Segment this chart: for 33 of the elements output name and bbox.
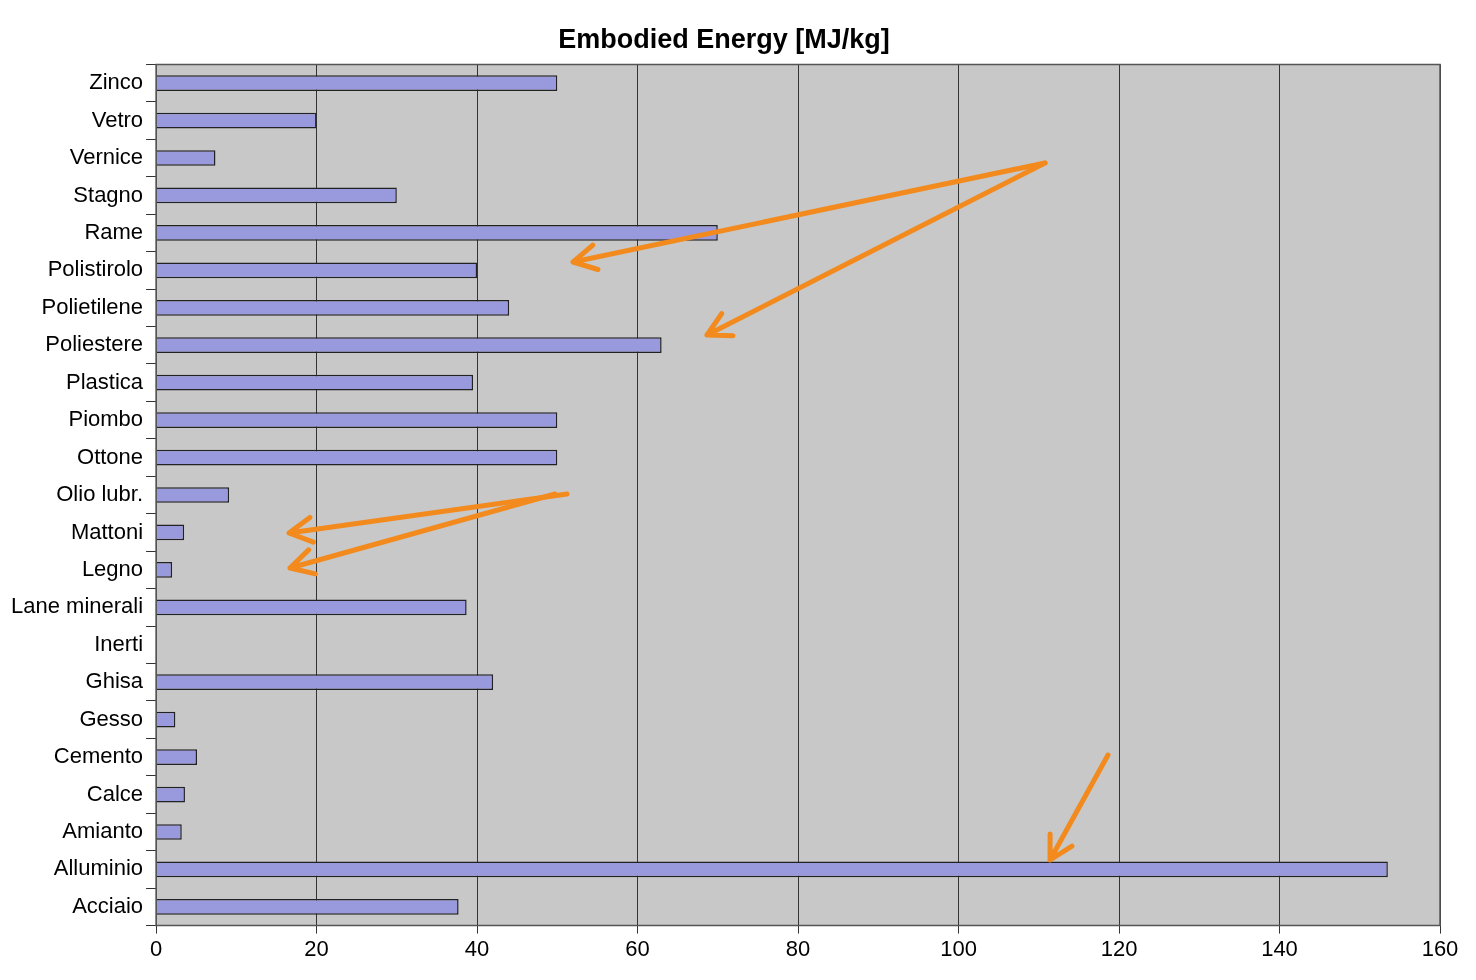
x-tick-label: 120 bbox=[1100, 935, 1138, 961]
y-tick-label: Vernice bbox=[69, 144, 144, 170]
y-tick-label: Calce bbox=[86, 780, 144, 806]
y-tick-label: Vetro bbox=[91, 106, 144, 132]
y-tick-label: Rame bbox=[84, 218, 144, 244]
y-tick-label: Poliestere bbox=[45, 331, 144, 357]
y-tick-label: Gesso bbox=[79, 705, 144, 731]
y-tick-label: Polistirolo bbox=[47, 256, 144, 282]
y-tick-label: Piombo bbox=[68, 406, 144, 432]
y-tick-label: Lane minerali bbox=[11, 593, 144, 619]
x-tick-label: 80 bbox=[785, 935, 811, 961]
y-tick-label: Alluminio bbox=[53, 855, 144, 881]
y-tick-label: Plastica bbox=[66, 368, 144, 394]
y-tick-label: Mattoni bbox=[70, 518, 144, 544]
y-tick-label: Cemento bbox=[53, 743, 144, 769]
x-tick-label: 0 bbox=[149, 935, 163, 961]
y-tick-label: Inerti bbox=[94, 630, 144, 656]
x-tick-label: 60 bbox=[625, 935, 650, 961]
y-tick-label: Acciaio bbox=[72, 892, 144, 918]
y-tick-label: Polietilene bbox=[41, 293, 144, 319]
y-tick-label: Ottone bbox=[77, 443, 144, 469]
y-tick-label: Stagno bbox=[73, 181, 144, 207]
y-tick-label: Zinco bbox=[89, 69, 144, 95]
y-tick-label: Ghisa bbox=[85, 668, 144, 694]
x-tick-label: 100 bbox=[940, 935, 977, 961]
x-tick-label: 160 bbox=[1421, 935, 1459, 961]
x-tick-label: 140 bbox=[1261, 935, 1298, 961]
x-tick-label: 20 bbox=[304, 935, 329, 961]
chart-title: Embodied Energy [MJ/kg] bbox=[558, 23, 890, 54]
x-tick-label: 40 bbox=[464, 935, 490, 961]
y-tick-label: Olio lubr. bbox=[56, 481, 144, 507]
y-tick-label: Amianto bbox=[62, 818, 144, 844]
y-tick-label: Legno bbox=[81, 555, 144, 581]
